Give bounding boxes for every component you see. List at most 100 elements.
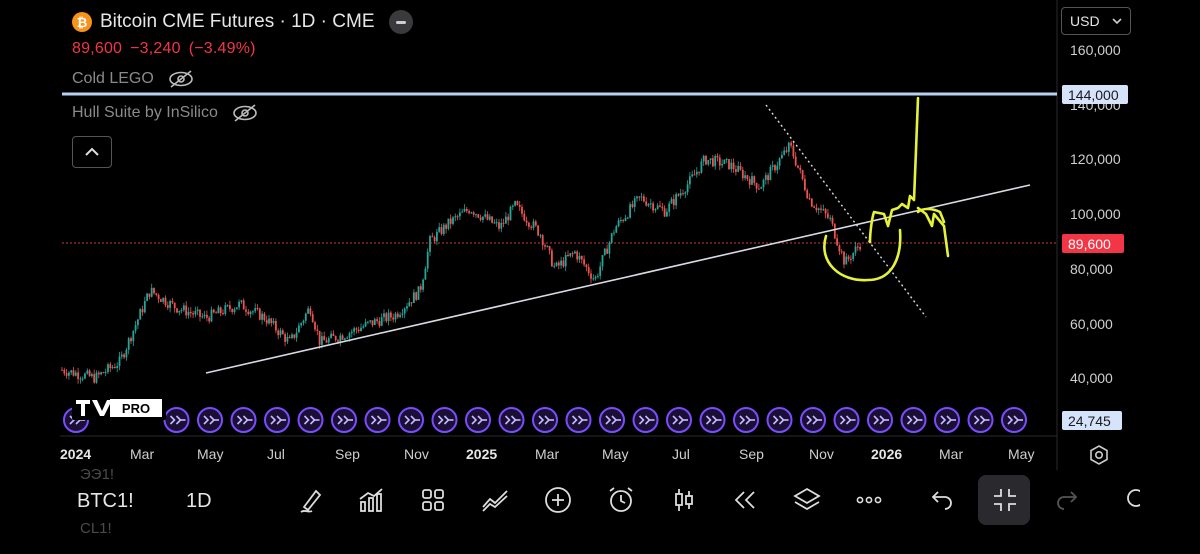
event-marker-chevron <box>739 415 746 425</box>
time-label: May <box>1008 446 1035 462</box>
compare-icon[interactable] <box>480 485 510 515</box>
volume-tag[interactable]: 24,745 <box>1062 411 1122 430</box>
candle-body <box>746 175 749 180</box>
candle-body <box>792 145 795 157</box>
candle-body <box>102 372 105 374</box>
candle-body <box>88 370 91 377</box>
candle-body <box>686 184 689 193</box>
undo-icon[interactable] <box>926 485 956 515</box>
collapse-indicators-button[interactable] <box>72 136 112 168</box>
indicator-hull-suite[interactable]: Hull Suite by InSilico <box>72 104 258 122</box>
eye-off-icon[interactable] <box>232 104 258 122</box>
candle-body <box>215 312 217 314</box>
candle-body <box>525 220 528 223</box>
time-label: Sep <box>335 446 360 462</box>
candle-body <box>620 220 622 222</box>
last-price-tag[interactable]: 89,600 <box>1062 234 1124 253</box>
candle-body <box>339 335 342 342</box>
add-icon[interactable] <box>543 485 573 515</box>
event-marker <box>230 407 257 433</box>
resistance-price-tag[interactable]: 144,000 <box>1062 85 1128 104</box>
indicators-icon[interactable] <box>356 485 386 515</box>
event-marker-chevron <box>772 415 779 425</box>
candle-body <box>689 176 691 185</box>
indicator-cold-lego[interactable]: Cold LEGO <box>72 70 194 88</box>
eye-off-icon[interactable] <box>168 70 194 88</box>
candle-body <box>562 260 565 267</box>
event-marker-chevron <box>806 415 813 425</box>
event-marker-chevron <box>571 415 578 425</box>
candle-body <box>226 305 229 307</box>
candle-body <box>767 175 769 181</box>
timeframe-button[interactable]: 1D <box>186 490 212 512</box>
candle-body <box>114 367 116 369</box>
event-marker-chevron <box>471 415 478 425</box>
candle-body <box>134 325 137 331</box>
candle-body <box>162 297 165 302</box>
symbol-title[interactable]: Bitcoin CME Futures · 1D · CME <box>100 11 375 32</box>
candle-body <box>183 305 185 311</box>
candlestick-icon[interactable] <box>669 485 699 515</box>
candle-body <box>633 198 636 208</box>
candle-body <box>148 293 151 297</box>
candle-body <box>769 166 772 181</box>
candle-body <box>557 262 560 266</box>
candle-body <box>709 158 712 160</box>
candle-body <box>84 373 86 379</box>
candle-body <box>491 216 493 223</box>
candle-body <box>461 211 464 213</box>
candle-body <box>714 156 717 167</box>
price-label: 40,000 <box>1070 370 1113 386</box>
candle-body <box>72 370 75 376</box>
candle-body <box>794 156 797 166</box>
search-icon[interactable] <box>1122 485 1140 515</box>
event-marker-chevron <box>169 415 176 425</box>
rewind-icon[interactable] <box>730 485 760 515</box>
candle-body <box>406 306 408 309</box>
breakout-arrow-drawing <box>868 96 920 244</box>
candle-body <box>679 193 682 196</box>
candle-body <box>735 169 737 172</box>
collapse-fullscreen-icon[interactable] <box>990 485 1020 515</box>
candle-body <box>120 354 123 357</box>
candle-body <box>555 262 558 266</box>
candle-body <box>521 206 523 214</box>
candle-body <box>309 308 312 315</box>
candle-body <box>486 214 489 220</box>
candle-body <box>470 212 473 214</box>
candle-body <box>601 255 604 267</box>
candle-body <box>571 253 574 255</box>
candle-body <box>277 330 280 336</box>
candle-body <box>314 322 316 330</box>
candle-body <box>514 201 516 206</box>
candle-body <box>330 333 332 339</box>
candle-body <box>599 266 602 276</box>
candle-body <box>68 372 70 376</box>
candle-body <box>539 235 542 237</box>
settings-icon[interactable] <box>1088 444 1110 466</box>
candle-body <box>100 372 102 375</box>
candle-body <box>774 165 776 171</box>
candle-body <box>804 179 806 191</box>
candle-body <box>383 313 385 318</box>
alarm-clock-icon[interactable] <box>606 485 636 515</box>
candle-body <box>854 246 857 253</box>
currency-select[interactable]: USD <box>1061 7 1131 35</box>
event-marker-chevron <box>705 415 712 425</box>
candle-body <box>615 226 618 233</box>
collapse-header-button[interactable] <box>388 10 413 34</box>
layers-icon[interactable] <box>792 485 822 515</box>
grid-layout-icon[interactable] <box>418 485 448 515</box>
candle-body <box>640 196 643 198</box>
candle-body <box>551 250 553 267</box>
symbol-button[interactable]: BTC1! <box>77 490 134 512</box>
event-marker <box>364 407 391 433</box>
candle-body <box>654 208 657 211</box>
more-icon[interactable] <box>854 485 884 515</box>
price-label: 60,000 <box>1070 316 1113 332</box>
pen-drawing-icon[interactable] <box>296 485 326 515</box>
candle-body <box>185 305 188 316</box>
handle-drawing <box>916 207 946 224</box>
bitcoin-icon: ₿ <box>72 12 92 32</box>
